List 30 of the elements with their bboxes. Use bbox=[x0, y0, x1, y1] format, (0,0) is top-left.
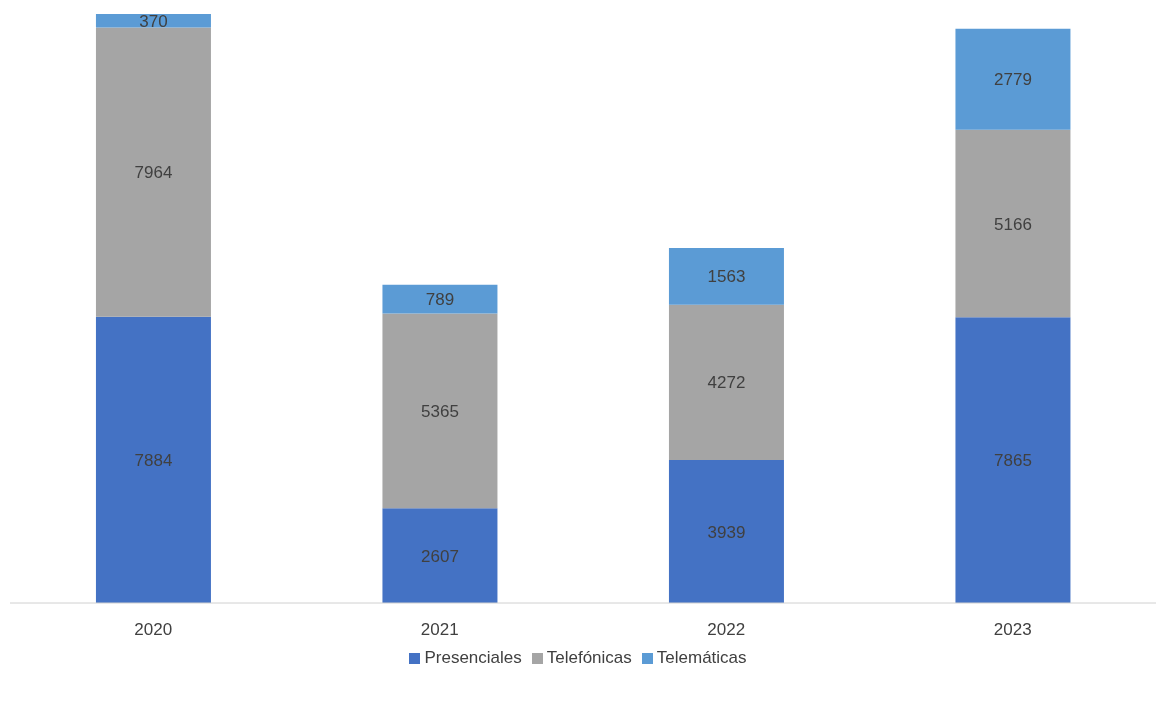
bar bbox=[382, 313, 498, 509]
legend-label: Presenciales bbox=[424, 648, 522, 667]
data-label: 7865 bbox=[994, 451, 1032, 471]
data-label: 2607 bbox=[421, 546, 459, 566]
data-label: 5166 bbox=[994, 214, 1032, 234]
bar bbox=[668, 248, 784, 305]
bar bbox=[95, 27, 211, 317]
x-tick-label: 2022 bbox=[707, 620, 746, 640]
x-tick-label: 2021 bbox=[420, 620, 459, 640]
legend-label: Telefónicas bbox=[546, 648, 632, 667]
x-tick-label: 2020 bbox=[134, 620, 173, 640]
data-label: 5365 bbox=[421, 401, 459, 421]
bar bbox=[955, 317, 1071, 603]
bar bbox=[382, 284, 498, 314]
x-tick-label: 2023 bbox=[993, 620, 1032, 640]
bar bbox=[955, 28, 1071, 130]
bar bbox=[95, 316, 211, 603]
data-label: 7884 bbox=[134, 450, 173, 470]
data-label: 4272 bbox=[707, 373, 746, 393]
data-label: 3939 bbox=[707, 522, 746, 542]
bar bbox=[382, 508, 498, 603]
bar bbox=[668, 459, 784, 603]
data-label: 7964 bbox=[134, 163, 173, 183]
data-label: 2779 bbox=[994, 70, 1032, 90]
bar bbox=[668, 304, 784, 460]
bar bbox=[955, 129, 1071, 318]
data-label: 789 bbox=[425, 290, 455, 310]
data-label: 370 bbox=[139, 11, 168, 31]
data-label: 1563 bbox=[707, 267, 746, 287]
legend-label: Telemáticas bbox=[656, 648, 747, 667]
